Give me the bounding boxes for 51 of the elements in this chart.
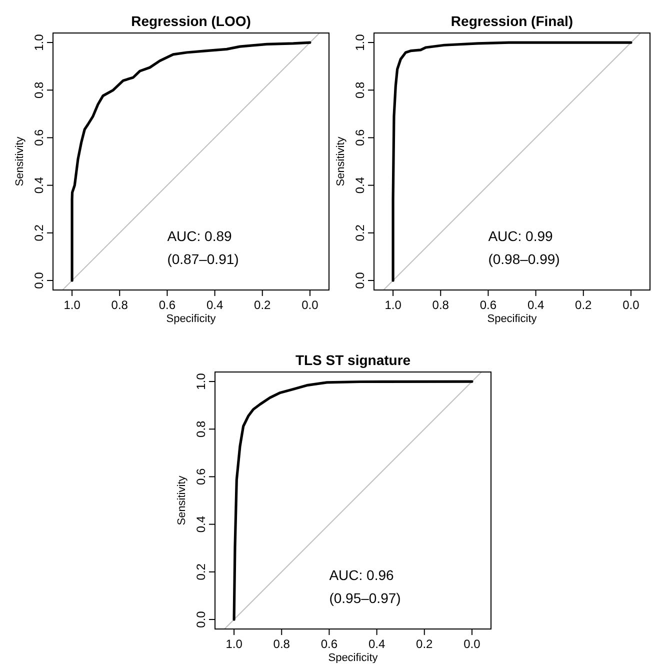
annotation: AUC: 0.99 [488, 228, 554, 244]
annotation: AUC: 0.89 [167, 228, 232, 244]
x-tick-label: 0.4 [527, 298, 544, 312]
x-tick-label: 1.0 [226, 637, 243, 651]
y-axis-title: Sensitivity [176, 475, 188, 526]
y-tick-label: 0.6 [194, 468, 208, 486]
x-axis-title: Specificity [166, 313, 216, 325]
y-tick-label: 0.4 [32, 176, 46, 194]
y-tick-label: 0.0 [353, 272, 367, 289]
y-tick-label: 0.8 [194, 420, 208, 438]
y-tick-label: 0.2 [32, 224, 46, 242]
x-tick-label: 0.6 [158, 298, 176, 312]
x-tick-label: 0.4 [368, 637, 386, 651]
x-tick-label: 0.4 [206, 298, 224, 312]
x-tick-label: 0.2 [254, 298, 272, 312]
chart-title: TLS ST signature [295, 352, 411, 368]
x-tick-label: 0.6 [480, 298, 497, 312]
x-tick-label: 0.0 [622, 298, 640, 312]
annotation: (0.95–0.97) [329, 590, 401, 606]
y-tick-label: 0.6 [353, 129, 367, 146]
chart-title: Regression (LOO) [131, 13, 251, 29]
x-tick-label: 1.0 [64, 298, 81, 312]
y-axis-title: Sensitivity [14, 136, 26, 186]
x-tick-label: 0.8 [432, 298, 450, 312]
x-tick-label: 0.8 [111, 298, 128, 312]
y-tick-label: 1.0 [32, 34, 46, 51]
y-tick-label: 0.4 [353, 176, 367, 194]
x-tick-label: 0.0 [302, 298, 319, 312]
x-tick-label: 0.2 [575, 298, 592, 312]
y-tick-label: 1.0 [194, 372, 208, 390]
x-tick-label: 0.8 [273, 637, 290, 651]
y-tick-label: 1.0 [353, 34, 367, 51]
y-tick-label: 0.2 [194, 563, 208, 580]
annotation: AUC: 0.96 [329, 566, 394, 583]
chart-title: Regression (Final) [450, 13, 574, 29]
x-tick-label: 0.6 [320, 637, 338, 651]
x-tick-label: 0.2 [416, 637, 434, 651]
x-tick-label: 0.0 [464, 637, 481, 651]
annotation: (0.87–0.91) [167, 250, 239, 267]
x-tick-label: 1.0 [384, 298, 402, 312]
y-axis-title: Sensitivity [335, 136, 347, 186]
y-tick-label: 0.8 [32, 81, 46, 98]
annotation: (0.98–0.99) [488, 250, 560, 267]
y-tick-label: 0.4 [194, 516, 208, 533]
x-axis-title: Specificity [328, 652, 378, 664]
y-tick-label: 0.8 [353, 81, 367, 98]
y-tick-label: 0.0 [194, 610, 208, 628]
y-tick-label: 0.6 [32, 129, 46, 146]
y-tick-label: 0.2 [353, 224, 367, 242]
x-axis-title: Specificity [487, 313, 538, 325]
y-tick-label: 0.0 [32, 272, 46, 289]
